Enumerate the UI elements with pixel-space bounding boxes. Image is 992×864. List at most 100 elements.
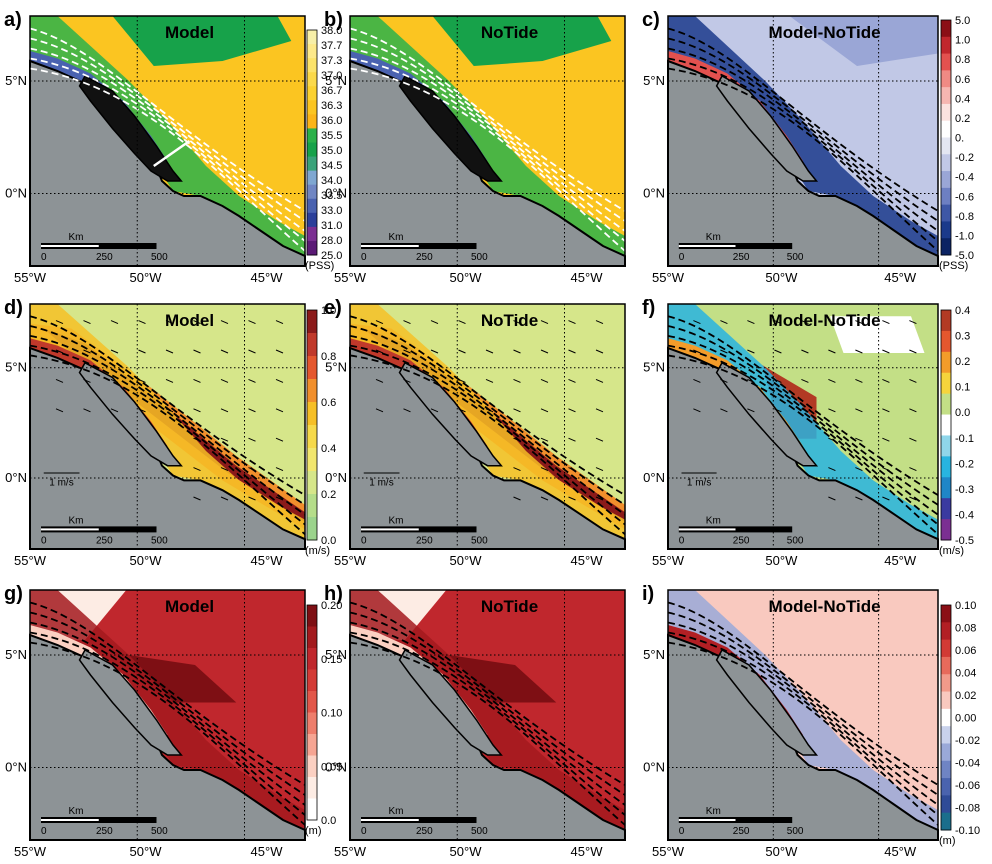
colorbar-tick-label: 35.0 — [321, 145, 342, 157]
colorbar-swatch — [307, 30, 317, 45]
panel-label: g) — [4, 583, 23, 605]
colorbar-tick-label: -0.1 — [955, 433, 974, 445]
scale-bar-segment — [361, 528, 419, 531]
colorbar-swatch — [941, 622, 951, 641]
colorbar-swatch — [307, 517, 317, 541]
velocity-arrow — [55, 408, 64, 413]
colorbar-swatch — [941, 477, 951, 499]
scale-unit: Km — [389, 806, 404, 817]
colorbar-tick-label: 0.10 — [955, 600, 976, 612]
y-tick-label: 5°N — [643, 647, 665, 662]
colorbar-tick-label: 33.0 — [321, 205, 342, 217]
isobath-contour — [667, 67, 939, 252]
velocity-arrow — [828, 437, 836, 442]
colorbar-swatch — [307, 471, 317, 495]
colorbar-frame — [940, 604, 952, 831]
panel-f: 1 m/s Km 0 250 500 Model-NoTide f) 55°W 50°W 45°W… — [642, 297, 939, 568]
panel-title: Model-NoTide — [769, 597, 881, 616]
velocity-arrow — [403, 320, 411, 325]
colorbar-tick-label: 0.05 — [321, 761, 342, 773]
colorbar-swatch — [307, 402, 317, 426]
scale-bar-segment — [41, 528, 99, 531]
velocity-arrow — [275, 437, 284, 442]
x-tick-label: 45°W — [251, 553, 284, 568]
velocity-arrow — [220, 496, 229, 501]
velocity-arrow — [138, 320, 146, 325]
velocity-arrow — [855, 320, 863, 325]
panel-frame — [667, 589, 939, 841]
velocity-arrow — [275, 408, 284, 413]
colorbar-tick-label: -0.06 — [955, 780, 980, 792]
amazon-mouth — [715, 74, 819, 182]
velocity-arrow — [220, 467, 229, 472]
colorbar-swatch — [941, 708, 951, 727]
x-tick-label: 55°W — [334, 844, 367, 859]
panel-e: 1 m/s Km 0 250 500 NoTide e) 55°W 50°W 45°W 5°N 0°N — [324, 297, 626, 568]
y-tick-label: 5°N — [643, 360, 665, 375]
colorbar-tick-label: 25.0 — [321, 250, 342, 262]
colorbar-tick-label: -0.3 — [955, 484, 974, 496]
x-tick-label: 50°W — [765, 270, 798, 285]
velocity-arrow — [513, 349, 521, 354]
colorbar-swatch — [307, 72, 317, 87]
colorbar-swatch — [941, 238, 951, 256]
velocity-arrow — [595, 320, 604, 325]
scale-label: 250 — [733, 252, 750, 263]
panel-label: a) — [4, 9, 22, 31]
colorbar-swatch — [941, 87, 951, 105]
colorbar-tick-label: 33.5 — [321, 190, 342, 202]
velocity-arrow — [513, 378, 521, 383]
scale-label: 250 — [416, 826, 433, 837]
colorbar-tick-label: -0.4 — [955, 172, 974, 184]
velocity-arrow — [110, 408, 119, 413]
colorbar-swatch — [307, 198, 317, 214]
colorbar-tick-label: 0.0 — [955, 407, 970, 419]
panel-title: Model-NoTide — [769, 23, 881, 42]
colorbar-swatch — [941, 795, 951, 814]
colorbar-swatch — [307, 648, 317, 670]
colorbar-swatch — [307, 142, 317, 158]
velocity-arrow — [83, 408, 91, 413]
isobath-contour — [667, 47, 939, 232]
velocity-arrow — [83, 320, 91, 325]
scale-label: 250 — [416, 535, 433, 546]
colorbar-tick-label: 34.0 — [321, 175, 342, 187]
colorbar-swatch — [941, 351, 951, 374]
scale-label: 0 — [41, 252, 47, 263]
colorbar-swatch — [941, 435, 951, 457]
colorbar-swatch — [941, 605, 951, 623]
scale-label: 500 — [787, 535, 804, 546]
colorbar-tick-label: -1.0 — [955, 230, 974, 242]
colorbar-tick-label: 0.2 — [321, 489, 336, 501]
colorbar-swatch — [941, 171, 951, 189]
colorbar-tick-label: 0.4 — [955, 305, 970, 317]
y-tick-label: 5°N — [5, 647, 27, 662]
x-tick-label: 55°W — [652, 553, 685, 568]
colorbar-swatch — [941, 120, 951, 138]
colorbar-tick-label: -0.4 — [955, 509, 974, 521]
panel-frame — [29, 303, 306, 550]
isobath-contour — [667, 641, 939, 826]
y-tick-label: 0°N — [5, 760, 27, 775]
colorbar-swatch — [941, 726, 951, 744]
colorbar-swatch — [307, 333, 317, 357]
colorbar-tick-label: 35.5 — [321, 130, 342, 142]
colorbar-tick-label: -5.0 — [955, 250, 974, 262]
velocity-arrow — [485, 349, 494, 354]
velocity-arrow — [458, 408, 466, 413]
colorbar-frame — [940, 309, 952, 541]
isobath-contour — [349, 334, 626, 516]
scale-label: 250 — [96, 252, 113, 263]
colorbar-units: (m/s) — [939, 545, 964, 557]
panel-label: h) — [324, 583, 343, 605]
panel-frame — [667, 15, 939, 267]
velocity-arrow — [430, 320, 439, 325]
scale-label: 500 — [151, 535, 168, 546]
velocity-arrow — [855, 467, 863, 472]
offshore-difference — [789, 16, 938, 66]
offshore-difference — [789, 590, 938, 640]
velocity-arrow — [138, 378, 146, 383]
amazon-mouth — [78, 361, 183, 467]
isobath-contour — [667, 621, 939, 806]
colorbar-tick-label: 0.15 — [321, 654, 342, 666]
